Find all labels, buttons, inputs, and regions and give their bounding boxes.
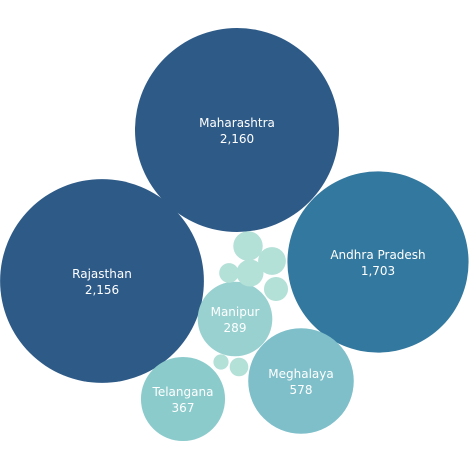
bubble-value-label: 2,160 <box>220 132 254 146</box>
bubble-group[interactable]: Meghalaya 578 <box>248 328 354 434</box>
bubble-group[interactable]: Telangana 367 <box>140 356 226 442</box>
bubble[interactable] <box>0 179 204 383</box>
bubble[interactable] <box>258 247 286 275</box>
bubble-group[interactable]: Andhra Pradesh 1,703 <box>287 171 469 353</box>
bubble-group[interactable]: Rajasthan 2,156 <box>0 179 204 383</box>
bubble-value-label: 367 <box>172 401 195 415</box>
bubble[interactable] <box>213 354 229 370</box>
bubble-value-label: 578 <box>290 383 313 397</box>
bubble-label: Meghalaya <box>268 367 333 381</box>
bubble[interactable] <box>219 263 239 283</box>
bubble[interactable] <box>233 231 263 261</box>
bubble[interactable] <box>236 259 264 287</box>
bubble-label: Telangana <box>152 385 214 399</box>
bubble-group[interactable] <box>236 259 264 287</box>
bubble-value-label: 2,156 <box>85 283 119 297</box>
bubble[interactable] <box>140 356 226 442</box>
bubble[interactable] <box>135 28 339 232</box>
bubble-group[interactable] <box>263 276 289 302</box>
bubble[interactable] <box>263 276 289 302</box>
bubble-label: Rajasthan <box>72 267 132 281</box>
bubble[interactable] <box>229 357 249 377</box>
bubble-label: Maharashtra <box>199 116 275 130</box>
bubble-label: Andhra Pradesh <box>330 248 425 262</box>
bubble[interactable] <box>287 171 469 353</box>
bubble-group[interactable]: Maharashtra 2,160 <box>135 28 339 232</box>
bubble[interactable] <box>248 328 354 434</box>
bubble-group[interactable] <box>213 354 229 370</box>
bubble-value-label: 1,703 <box>361 264 395 278</box>
bubble-label: Manipur <box>211 305 260 319</box>
bubble[interactable] <box>197 281 273 357</box>
bubble-group[interactable] <box>219 263 239 283</box>
bubble-group[interactable]: Manipur 289 <box>197 281 273 357</box>
bubble-value-label: 289 <box>224 321 247 335</box>
bubble-group[interactable] <box>229 357 249 377</box>
bubble-group[interactable] <box>258 247 286 275</box>
bubble-group[interactable] <box>233 231 263 261</box>
